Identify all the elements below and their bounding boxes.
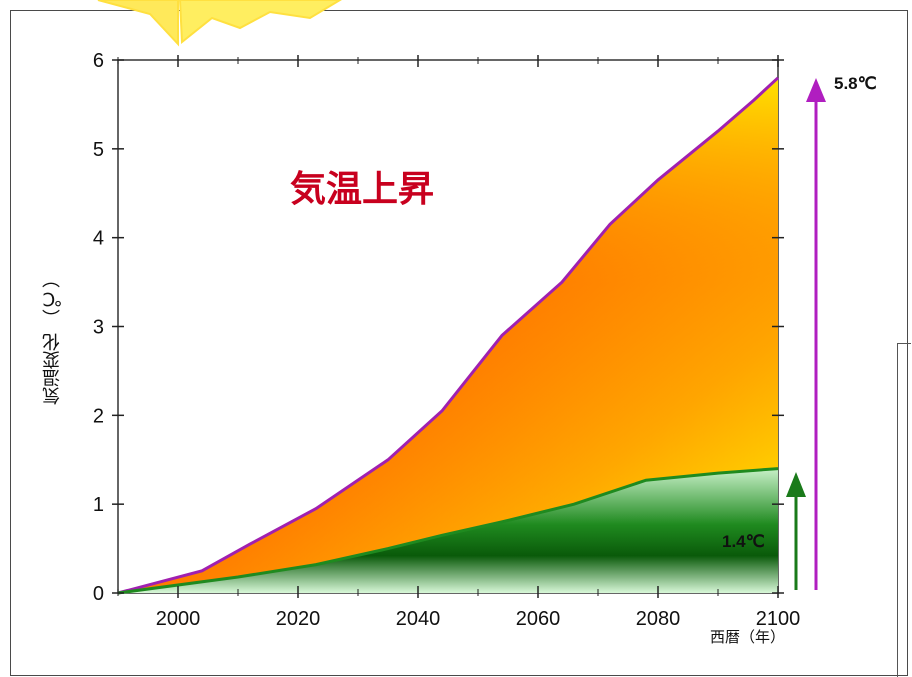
y-tick-label: 0 xyxy=(93,583,104,605)
upper-arrow xyxy=(806,78,826,590)
y-axis-title: 気温変化 （℃） xyxy=(42,270,63,405)
lower-arrow xyxy=(786,472,806,590)
sunburst-decoration xyxy=(97,0,342,47)
y-tick-label: 4 xyxy=(93,228,104,250)
lower-scenario-line xyxy=(117,467,779,595)
y-tick-label: 1 xyxy=(93,494,104,516)
side-panel-edge xyxy=(897,343,911,677)
upper-scenario-highlight xyxy=(118,77,778,594)
y-tick-label: 2 xyxy=(93,405,104,427)
x-axis-unit: 西暦（年） xyxy=(710,628,786,646)
y-tick-label: 5 xyxy=(93,139,104,161)
y-tick-label: 3 xyxy=(93,317,104,339)
x-tick-label: 2000 xyxy=(156,608,201,630)
x-tick-label: 2020 xyxy=(276,608,321,630)
x-axis: 2000 2020 2040 2060 2080 2100 xyxy=(117,55,801,630)
upper-scenario-line xyxy=(117,76,780,595)
x-tick-label: 2080 xyxy=(636,608,681,630)
x-tick-label: 2100 xyxy=(756,608,801,630)
x-tick-label: 2060 xyxy=(516,608,561,630)
lower-value-label: 1.4℃ xyxy=(722,532,765,551)
lower-scenario-area xyxy=(118,468,778,593)
y-axis: 0 1 2 3 4 5 6 xyxy=(93,50,784,605)
x-tick-label: 2040 xyxy=(396,608,441,630)
upper-value-label: 5.8℃ xyxy=(834,74,877,93)
y-tick-label: 6 xyxy=(93,50,104,72)
chart-headline: 気温上昇 xyxy=(290,169,435,210)
